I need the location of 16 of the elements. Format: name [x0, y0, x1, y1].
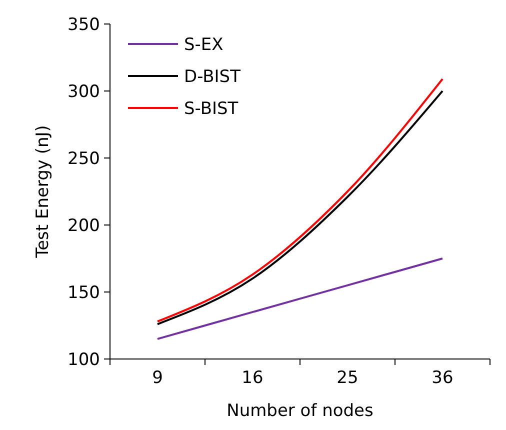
- legend-label: S-EX: [184, 34, 224, 55]
- y-tick-label: 200: [68, 216, 100, 236]
- x-tick-label: 16: [242, 368, 264, 388]
- legend-label: D-BIST: [184, 66, 242, 87]
- line-series: [156, 258, 444, 340]
- y-tick-label: 250: [68, 148, 100, 169]
- x-tick-label: 9: [152, 368, 163, 388]
- y-tick-label: 100: [68, 350, 100, 370]
- legend-label: S-BIST: [184, 98, 239, 119]
- x-axis-title: Number of nodes: [226, 401, 374, 421]
- x-tick-label: 25: [336, 368, 358, 388]
- y-tick-label: 150: [68, 282, 100, 303]
- x-tick-label: 36: [432, 368, 454, 388]
- y-tick-label: 300: [68, 82, 100, 102]
- y-axis-title: Test Energy (nJ): [33, 125, 53, 259]
- y-tick-label: 350: [68, 14, 100, 35]
